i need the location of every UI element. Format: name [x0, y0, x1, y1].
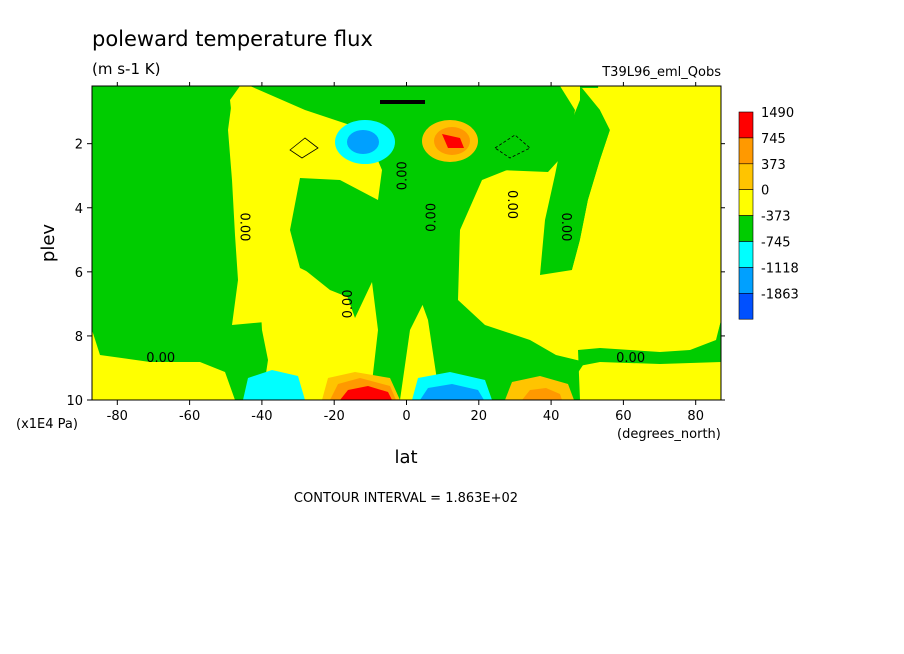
x-tick-label: -20 [324, 409, 345, 424]
dashed-contour-upper-west [289, 137, 319, 159]
region-neg-east [540, 86, 610, 275]
contour-interval-text: CONTOUR INTERVAL = 1.863E+02 [294, 491, 518, 506]
region-neg-southeast [540, 320, 721, 400]
colorbar-label: 745 [761, 132, 786, 147]
run-label: T39L96_eml_Qobs [601, 65, 721, 80]
chart-title: poleward temperature flux [92, 27, 373, 51]
contour-label: 0.00 [236, 213, 251, 242]
colorbar-swatch [738, 292, 754, 320]
colorbar-label: 373 [761, 158, 786, 173]
colorbar-label: -373 [761, 210, 791, 225]
x-tick-label: -60 [179, 409, 200, 424]
x-tick-label: 20 [471, 409, 488, 424]
upper-neg-inner [347, 130, 379, 154]
colorbar-label: -1118 [761, 261, 799, 276]
y-tick-label: 2 [75, 138, 83, 153]
x-axis-label: lat [394, 447, 417, 468]
colorbar-label: 1490 [761, 106, 794, 121]
colorbar-swatch [738, 111, 754, 139]
colorbar-label: -1863 [761, 287, 799, 302]
colorbar-swatch [738, 137, 754, 165]
top-band [380, 100, 425, 104]
x-axis: -80 -60 -40 -20 0 20 40 60 80 [107, 82, 704, 424]
colorbar-label: -745 [761, 236, 791, 251]
colorbar-swatch [738, 163, 754, 191]
contour-labels: 0.00 0.00 0.00 0.00 0.00 0.00 0.00 0.00 [146, 161, 645, 366]
x-units-label: (degrees_north) [617, 427, 721, 442]
region-neg-southwest [92, 86, 268, 400]
y-axis-label: plev [38, 224, 59, 263]
y-tick-label: 10 [66, 394, 83, 409]
contour-label: 0.00 [616, 351, 645, 366]
contour-label: 0.00 [395, 161, 410, 190]
dashed-contour-upper-east [494, 134, 531, 159]
contour-label: 0.00 [424, 203, 439, 232]
x-tick-label: 60 [615, 409, 632, 424]
upper-pos-core [442, 134, 464, 148]
chart-subtitle: (m s-1 K) [92, 60, 160, 78]
y-tick-label: 4 [75, 202, 83, 217]
colorbar-swatch [738, 241, 754, 268]
lower-neg-north-core [420, 384, 484, 400]
colorbar-swatch [738, 267, 754, 294]
y-units-label: (x1E4 Pa) [16, 417, 78, 432]
lower-neg-south [243, 370, 305, 400]
y-axis: 2 4 6 8 10 [66, 138, 725, 409]
x-tick-label: 40 [543, 409, 560, 424]
x-tick-label: -40 [251, 409, 272, 424]
region-neg-center-wedge [298, 180, 355, 300]
region-pos-west [228, 88, 265, 325]
colorbar: 1490 745 373 0 -373 -745 -1118 -1863 [738, 106, 799, 320]
region-pos-east [572, 88, 721, 348]
y-tick-label: 6 [75, 266, 83, 281]
contour-label: 0.00 [558, 213, 573, 242]
lower-pos-north-mid [522, 388, 562, 400]
plot-area [92, 86, 721, 400]
contour-label: 0.00 [146, 351, 175, 366]
x-tick-label: -80 [107, 409, 128, 424]
lower-pos-south-core [340, 386, 392, 400]
colorbar-label: 0 [761, 184, 769, 199]
y-tick-label: 8 [75, 330, 83, 345]
contour-label: 0.00 [504, 190, 519, 219]
x-tick-label: 80 [687, 409, 704, 424]
colorbar-swatch [738, 215, 754, 242]
colorbar-swatch [738, 189, 754, 216]
region-neg-north-center [395, 165, 585, 400]
contour-label: 0.00 [341, 289, 356, 318]
x-tick-label: 0 [402, 409, 410, 424]
